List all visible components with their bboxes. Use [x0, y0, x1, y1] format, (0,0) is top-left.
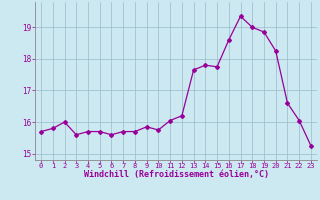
X-axis label: Windchill (Refroidissement éolien,°C): Windchill (Refroidissement éolien,°C) [84, 170, 268, 179]
